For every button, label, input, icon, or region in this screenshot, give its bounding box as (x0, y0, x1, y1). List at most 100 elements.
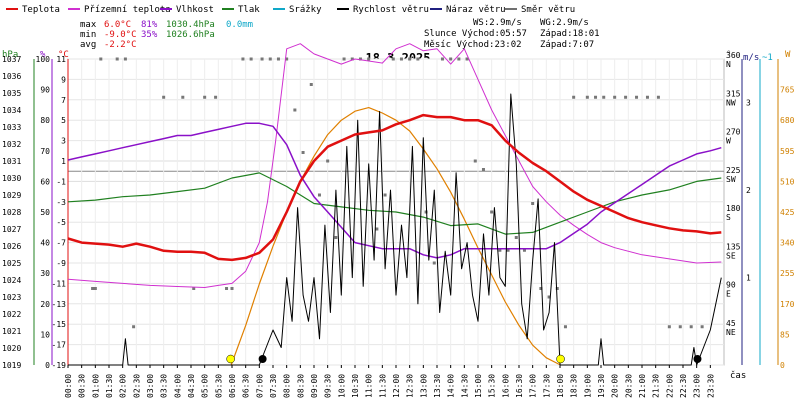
dir-tick-label: 135 (726, 242, 741, 251)
wind-direction-point (416, 57, 420, 61)
wind-direction-point (383, 193, 387, 197)
legend-label: Přízemní teplota (84, 5, 171, 15)
pct-tick-label: 70 (40, 147, 50, 156)
x-tick-label: 11:30 (378, 374, 387, 398)
x-tick-label: 09:00 (310, 374, 319, 398)
info-moon-set: Západ:7:07 (540, 40, 594, 50)
x-tick-label: 06:00 (228, 374, 237, 398)
hpa-tick-label: 1022 (2, 310, 21, 319)
stats-min-press: 1026.6hPa (166, 30, 215, 40)
x-tick-label: 12:00 (392, 374, 401, 398)
wind-direction-point (358, 57, 362, 61)
stats-max-rain: 0.0mm (226, 20, 253, 30)
sun-tick-label: 340 (780, 239, 795, 248)
wind-direction-point (391, 57, 395, 61)
legend-label: Náraz větru (446, 5, 506, 15)
temp-tick-label: -9 (56, 259, 66, 268)
wind-direction-point (514, 236, 518, 239)
x-tick-label: 20:30 (624, 374, 633, 398)
wind-direction-point (645, 95, 649, 99)
x-tick-label: 18:00 (556, 374, 565, 398)
hpa-tick-label: 1025 (2, 259, 21, 268)
dir-tick-label: 180 (726, 204, 741, 213)
info-block: WS:2.9m/s WG:2.9m/s Slunce Východ:05:57 … (424, 18, 600, 50)
dir-tick-label: 90 (726, 281, 736, 290)
x-tick-label: 05:00 (201, 374, 210, 398)
x-tick-label: 02:00 (119, 374, 128, 398)
sunset-marker (556, 354, 565, 364)
hpa-tick-label: 1019 (2, 361, 21, 370)
wind-direction-point (440, 57, 444, 61)
sun-tick-label: 170 (780, 300, 795, 309)
wind-tick-label: 3 (746, 99, 751, 108)
x-tick-label: 00:00 (64, 374, 73, 398)
pct-tick-label: 20 (40, 300, 50, 309)
x-tick-label: 19:00 (583, 374, 592, 398)
wind-direction-point (214, 95, 218, 99)
wind-direction-point (268, 57, 272, 61)
x-tick-label: 08:30 (296, 374, 305, 398)
info-moon-rise: Měsíc Východ:23:02 (424, 40, 522, 50)
wind-direction-point (594, 95, 598, 99)
wind-direction-point (539, 287, 543, 290)
x-tick-label: 22:00 (665, 374, 674, 398)
hpa-tick-label: 1027 (2, 225, 21, 234)
wind-direction-point (481, 168, 485, 171)
wind-direction-point (408, 57, 412, 61)
hpa-tick-label: 1034 (2, 106, 21, 115)
wind-direction-point (490, 210, 494, 214)
pct-tick-label: 0 (45, 361, 50, 370)
wind-direction-point (473, 159, 477, 163)
x-tick-label: 08:00 (283, 374, 292, 398)
x-tick-label: 03:30 (160, 374, 169, 398)
wind-direction-point (115, 57, 119, 61)
dir-tick-name: SW (726, 175, 736, 184)
hpa-tick-label: 1033 (2, 123, 21, 132)
hpa-tick-label: 1032 (2, 140, 21, 149)
legend-label: Tlak (238, 5, 260, 15)
ground-temperature-line (67, 43, 722, 288)
axis-label-hpa: hPa (2, 50, 18, 60)
legend: Teplota Přízemní teplota Vlhkost Tlak Srážky… (6, 5, 575, 15)
wind-direction-point (334, 236, 338, 239)
stats-max-temp: 6.0°C (104, 20, 131, 30)
stats-max-hum: 81% (141, 20, 158, 30)
wind-direction-point (424, 210, 428, 214)
x-tick-label: 16:30 (515, 374, 524, 398)
temp-tick-label: -19 (52, 361, 67, 370)
wind-direction-point (506, 248, 510, 252)
wind-direction-point (293, 108, 297, 112)
legend-label: Teplota (22, 5, 60, 15)
wind-direction-point (285, 57, 289, 61)
pct-tick-label: 80 (40, 116, 50, 125)
wind-direction-point (301, 151, 305, 154)
wind-direction-point (249, 57, 253, 61)
dir-tick-label: 315 (726, 89, 741, 98)
info-ws: WS:2.9m/s (473, 18, 522, 28)
dir-tick-name: E (726, 290, 731, 299)
stats-min-temp: -9.0°C (104, 30, 137, 40)
wind-direction-point (367, 57, 371, 61)
legend-label: Rychlost větru (353, 5, 429, 15)
temp-tick-label: 1 (61, 157, 66, 166)
info-sun-set: Západ:18:01 (540, 29, 600, 39)
sun-tick-label: 255 (780, 269, 795, 278)
pct-tick-label: 30 (40, 269, 50, 278)
wind-direction-point (465, 57, 469, 61)
info-wg: WG:2.9m/s (540, 18, 589, 28)
wind-direction-point (498, 248, 502, 252)
dir-tick-name: N (726, 60, 731, 69)
wind-direction-point (457, 57, 461, 61)
dir-tick-name: W (726, 137, 731, 146)
hpa-tick-label: 1035 (2, 89, 21, 98)
x-tick-label: 06:30 (242, 374, 251, 398)
hpa-tick-label: 1021 (2, 327, 21, 336)
wind-direction-point (572, 95, 576, 99)
hpa-tick-label: 1023 (2, 293, 21, 302)
sun-tick-label: 0 (780, 361, 785, 370)
wind-direction-point (350, 57, 354, 61)
wind-direction-point (624, 95, 628, 99)
temp-tick-label: -13 (52, 300, 67, 309)
axis-label-sun: W (785, 50, 791, 60)
pct-tick-label: 100 (36, 55, 51, 64)
